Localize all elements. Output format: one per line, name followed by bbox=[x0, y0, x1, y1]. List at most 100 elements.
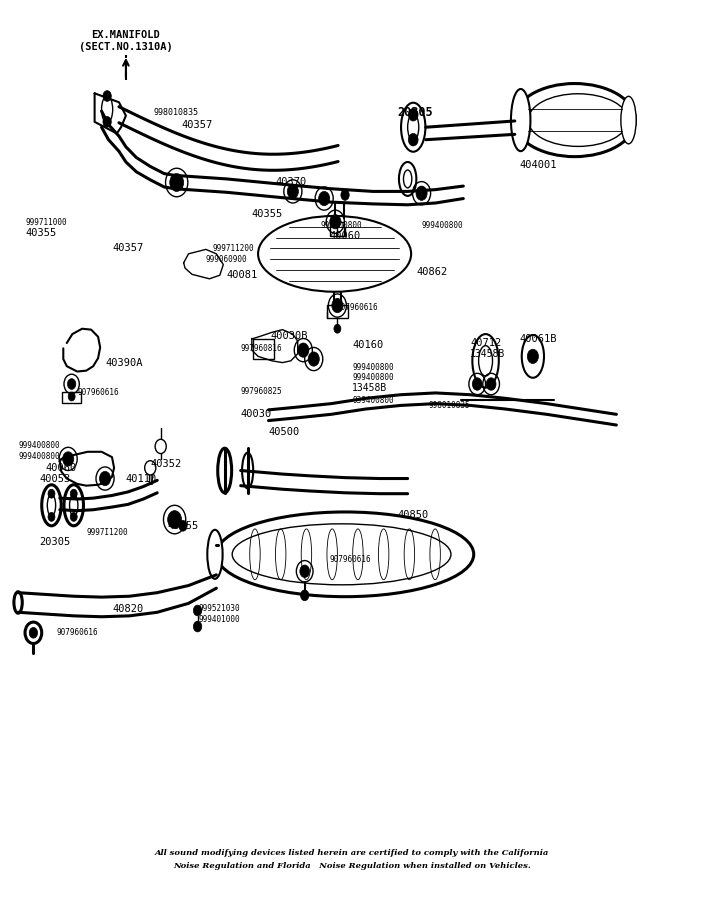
Ellipse shape bbox=[70, 495, 78, 516]
Text: 999521030: 999521030 bbox=[199, 604, 241, 613]
Ellipse shape bbox=[207, 530, 222, 579]
Circle shape bbox=[298, 343, 309, 357]
Circle shape bbox=[194, 605, 202, 616]
Ellipse shape bbox=[511, 89, 530, 151]
Text: 999400800: 999400800 bbox=[352, 363, 394, 372]
Text: Noise Regulation and Florida   Noise Regulation when installed on Vehicles.: Noise Regulation and Florida Noise Regul… bbox=[173, 861, 531, 869]
Circle shape bbox=[527, 349, 539, 364]
Circle shape bbox=[472, 378, 482, 391]
Circle shape bbox=[103, 116, 111, 127]
Circle shape bbox=[170, 174, 184, 192]
Circle shape bbox=[68, 379, 76, 390]
Circle shape bbox=[332, 299, 343, 312]
Text: 907960616: 907960616 bbox=[77, 388, 119, 397]
Circle shape bbox=[300, 565, 310, 578]
Circle shape bbox=[334, 324, 341, 333]
Ellipse shape bbox=[401, 103, 425, 152]
Circle shape bbox=[25, 622, 42, 644]
Text: 40820: 40820 bbox=[112, 604, 143, 614]
Circle shape bbox=[99, 472, 111, 486]
Text: 40060: 40060 bbox=[46, 463, 77, 473]
Text: 40160: 40160 bbox=[352, 340, 383, 350]
Text: 20305: 20305 bbox=[39, 536, 70, 547]
Ellipse shape bbox=[42, 485, 61, 526]
Text: EX.MANIFOLD: EX.MANIFOLD bbox=[92, 31, 161, 40]
Text: 40030B: 40030B bbox=[270, 331, 308, 341]
Text: 999400800: 999400800 bbox=[352, 374, 394, 382]
Circle shape bbox=[70, 490, 77, 498]
Circle shape bbox=[168, 510, 182, 528]
Text: 999400800: 999400800 bbox=[422, 220, 463, 230]
Text: 999711000: 999711000 bbox=[25, 218, 67, 227]
Circle shape bbox=[155, 439, 166, 454]
Text: 997960825: 997960825 bbox=[241, 387, 282, 396]
Ellipse shape bbox=[218, 448, 232, 493]
Circle shape bbox=[486, 378, 496, 391]
Ellipse shape bbox=[472, 334, 499, 388]
Ellipse shape bbox=[528, 94, 628, 147]
Text: 40053: 40053 bbox=[39, 473, 70, 483]
Ellipse shape bbox=[621, 96, 636, 144]
Ellipse shape bbox=[408, 113, 419, 140]
Text: 40390A: 40390A bbox=[105, 357, 142, 367]
Ellipse shape bbox=[47, 495, 56, 516]
Ellipse shape bbox=[258, 216, 411, 292]
Text: 40355: 40355 bbox=[25, 229, 56, 238]
Ellipse shape bbox=[479, 346, 493, 376]
Text: 40850: 40850 bbox=[397, 510, 429, 520]
Text: 939400800: 939400800 bbox=[352, 397, 394, 406]
Text: 13458B: 13458B bbox=[470, 348, 505, 359]
Text: 40355: 40355 bbox=[168, 521, 199, 531]
Ellipse shape bbox=[64, 485, 84, 526]
Text: 999401000: 999401000 bbox=[199, 615, 241, 624]
Text: 40060: 40060 bbox=[329, 231, 361, 241]
Text: 998010835: 998010835 bbox=[429, 400, 470, 410]
Text: 20305: 20305 bbox=[397, 106, 433, 120]
Circle shape bbox=[194, 621, 202, 632]
Text: 40357: 40357 bbox=[182, 120, 213, 130]
Text: 998010835: 998010835 bbox=[153, 108, 199, 117]
Circle shape bbox=[287, 184, 298, 199]
Circle shape bbox=[416, 186, 427, 201]
Text: 40355: 40355 bbox=[251, 209, 282, 219]
Text: 40352: 40352 bbox=[150, 459, 182, 469]
Text: 40357: 40357 bbox=[112, 243, 143, 253]
Bar bbox=[329, 221, 344, 236]
Circle shape bbox=[408, 133, 418, 146]
Text: 907960616: 907960616 bbox=[56, 628, 98, 637]
Ellipse shape bbox=[232, 524, 451, 585]
Text: 40081: 40081 bbox=[227, 270, 258, 280]
Circle shape bbox=[319, 192, 329, 206]
Text: 13458B: 13458B bbox=[352, 383, 387, 393]
Text: 999060900: 999060900 bbox=[206, 255, 248, 264]
Ellipse shape bbox=[242, 453, 253, 489]
Text: 9997I1200: 9997I1200 bbox=[87, 527, 128, 536]
Circle shape bbox=[308, 352, 320, 366]
Ellipse shape bbox=[216, 512, 474, 597]
Ellipse shape bbox=[514, 84, 636, 157]
Text: 999400800: 999400800 bbox=[18, 452, 60, 461]
Text: 999711200: 999711200 bbox=[213, 244, 254, 253]
Text: 907960616: 907960616 bbox=[337, 302, 378, 311]
Text: 40030: 40030 bbox=[241, 410, 272, 419]
Bar bbox=[253, 339, 274, 359]
Text: 40061B: 40061B bbox=[519, 335, 556, 345]
Text: 40110: 40110 bbox=[126, 473, 157, 483]
Text: All sound modifying devices listed herein are certified to comply with the Calif: All sound modifying devices listed herei… bbox=[155, 849, 549, 857]
Text: 404001: 404001 bbox=[519, 159, 556, 170]
Text: 40500: 40500 bbox=[268, 428, 300, 437]
Text: 40712: 40712 bbox=[470, 338, 501, 348]
Bar bbox=[327, 305, 348, 318]
Circle shape bbox=[29, 627, 37, 638]
Circle shape bbox=[341, 190, 349, 201]
Text: 907960616: 907960616 bbox=[329, 555, 372, 564]
Circle shape bbox=[68, 392, 75, 401]
Circle shape bbox=[48, 490, 55, 498]
Ellipse shape bbox=[522, 335, 544, 378]
Circle shape bbox=[408, 109, 418, 121]
Bar bbox=[62, 392, 82, 402]
Circle shape bbox=[145, 461, 156, 475]
Circle shape bbox=[329, 214, 341, 229]
Text: 999400800: 999400800 bbox=[18, 441, 60, 450]
Text: 40370: 40370 bbox=[275, 177, 307, 187]
